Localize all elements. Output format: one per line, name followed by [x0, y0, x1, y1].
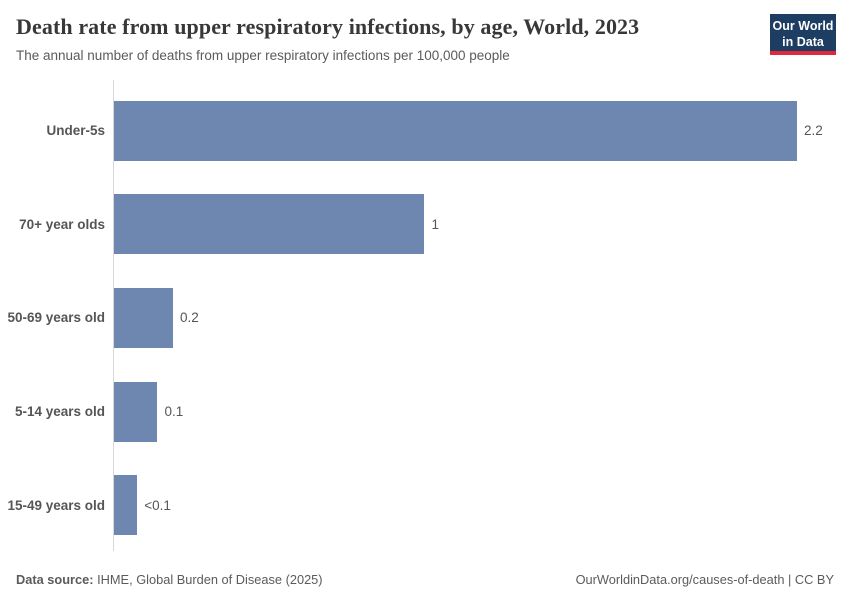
bar-chart: Under-5s 2.2 70+ year olds 1 50-69 years… — [0, 80, 834, 551]
value-label: 0.1 — [164, 404, 184, 420]
y-axis-line — [113, 80, 114, 551]
bar-15-49[interactable] — [114, 475, 138, 536]
value-label: 2.2 — [804, 123, 823, 139]
owid-citation-link[interactable]: OurWorldinData.org/causes-of-death | CC … — [575, 572, 834, 587]
value-label: <0.1 — [144, 497, 171, 513]
category-label: 15-49 years old — [7, 497, 105, 513]
bar-row-15-49: 15-49 years old <0.1 — [0, 458, 834, 552]
owid-logo-line1: Our World — [772, 19, 834, 33]
bar-row-under-5s: Under-5s 2.2 — [0, 84, 834, 178]
bar-50-69[interactable] — [114, 287, 173, 348]
bar-row-5-14: 5-14 years old 0.1 — [0, 365, 834, 459]
chart-title: Death rate from upper respiratory infect… — [16, 14, 640, 39]
bar-rows: Under-5s 2.2 70+ year olds 1 50-69 years… — [0, 84, 834, 552]
category-label: Under-5s — [46, 123, 105, 139]
category-label: 50-69 years old — [7, 310, 105, 326]
chart-footer: Data source: IHME, Global Burden of Dise… — [16, 572, 834, 587]
data-source: Data source: IHME, Global Burden of Dise… — [16, 572, 323, 587]
bar-5-14[interactable] — [114, 381, 158, 442]
bar-70-plus[interactable] — [114, 194, 425, 255]
chart-subtitle: The annual number of deaths from upper r… — [16, 48, 510, 64]
title-block: Death rate from upper respiratory infect… — [16, 14, 639, 63]
bar-row-70-plus: 70+ year olds 1 — [0, 178, 834, 272]
owid-logo[interactable]: Our World in Data — [770, 14, 836, 55]
category-label: 70+ year olds — [19, 216, 105, 232]
data-source-text: IHME, Global Burden of Disease (2025) — [93, 572, 323, 587]
chart-header: Death rate from upper respiratory infect… — [16, 14, 836, 63]
bar-under-5s[interactable] — [114, 100, 797, 161]
category-label: 5-14 years old — [14, 404, 105, 420]
bar-row-50-69: 50-69 years old 0.2 — [0, 271, 834, 365]
value-label: 0.2 — [179, 310, 199, 326]
data-source-label: Data source: — [16, 572, 94, 587]
value-label: 1 — [431, 216, 439, 232]
owid-logo-line2: in Data — [782, 34, 824, 49]
